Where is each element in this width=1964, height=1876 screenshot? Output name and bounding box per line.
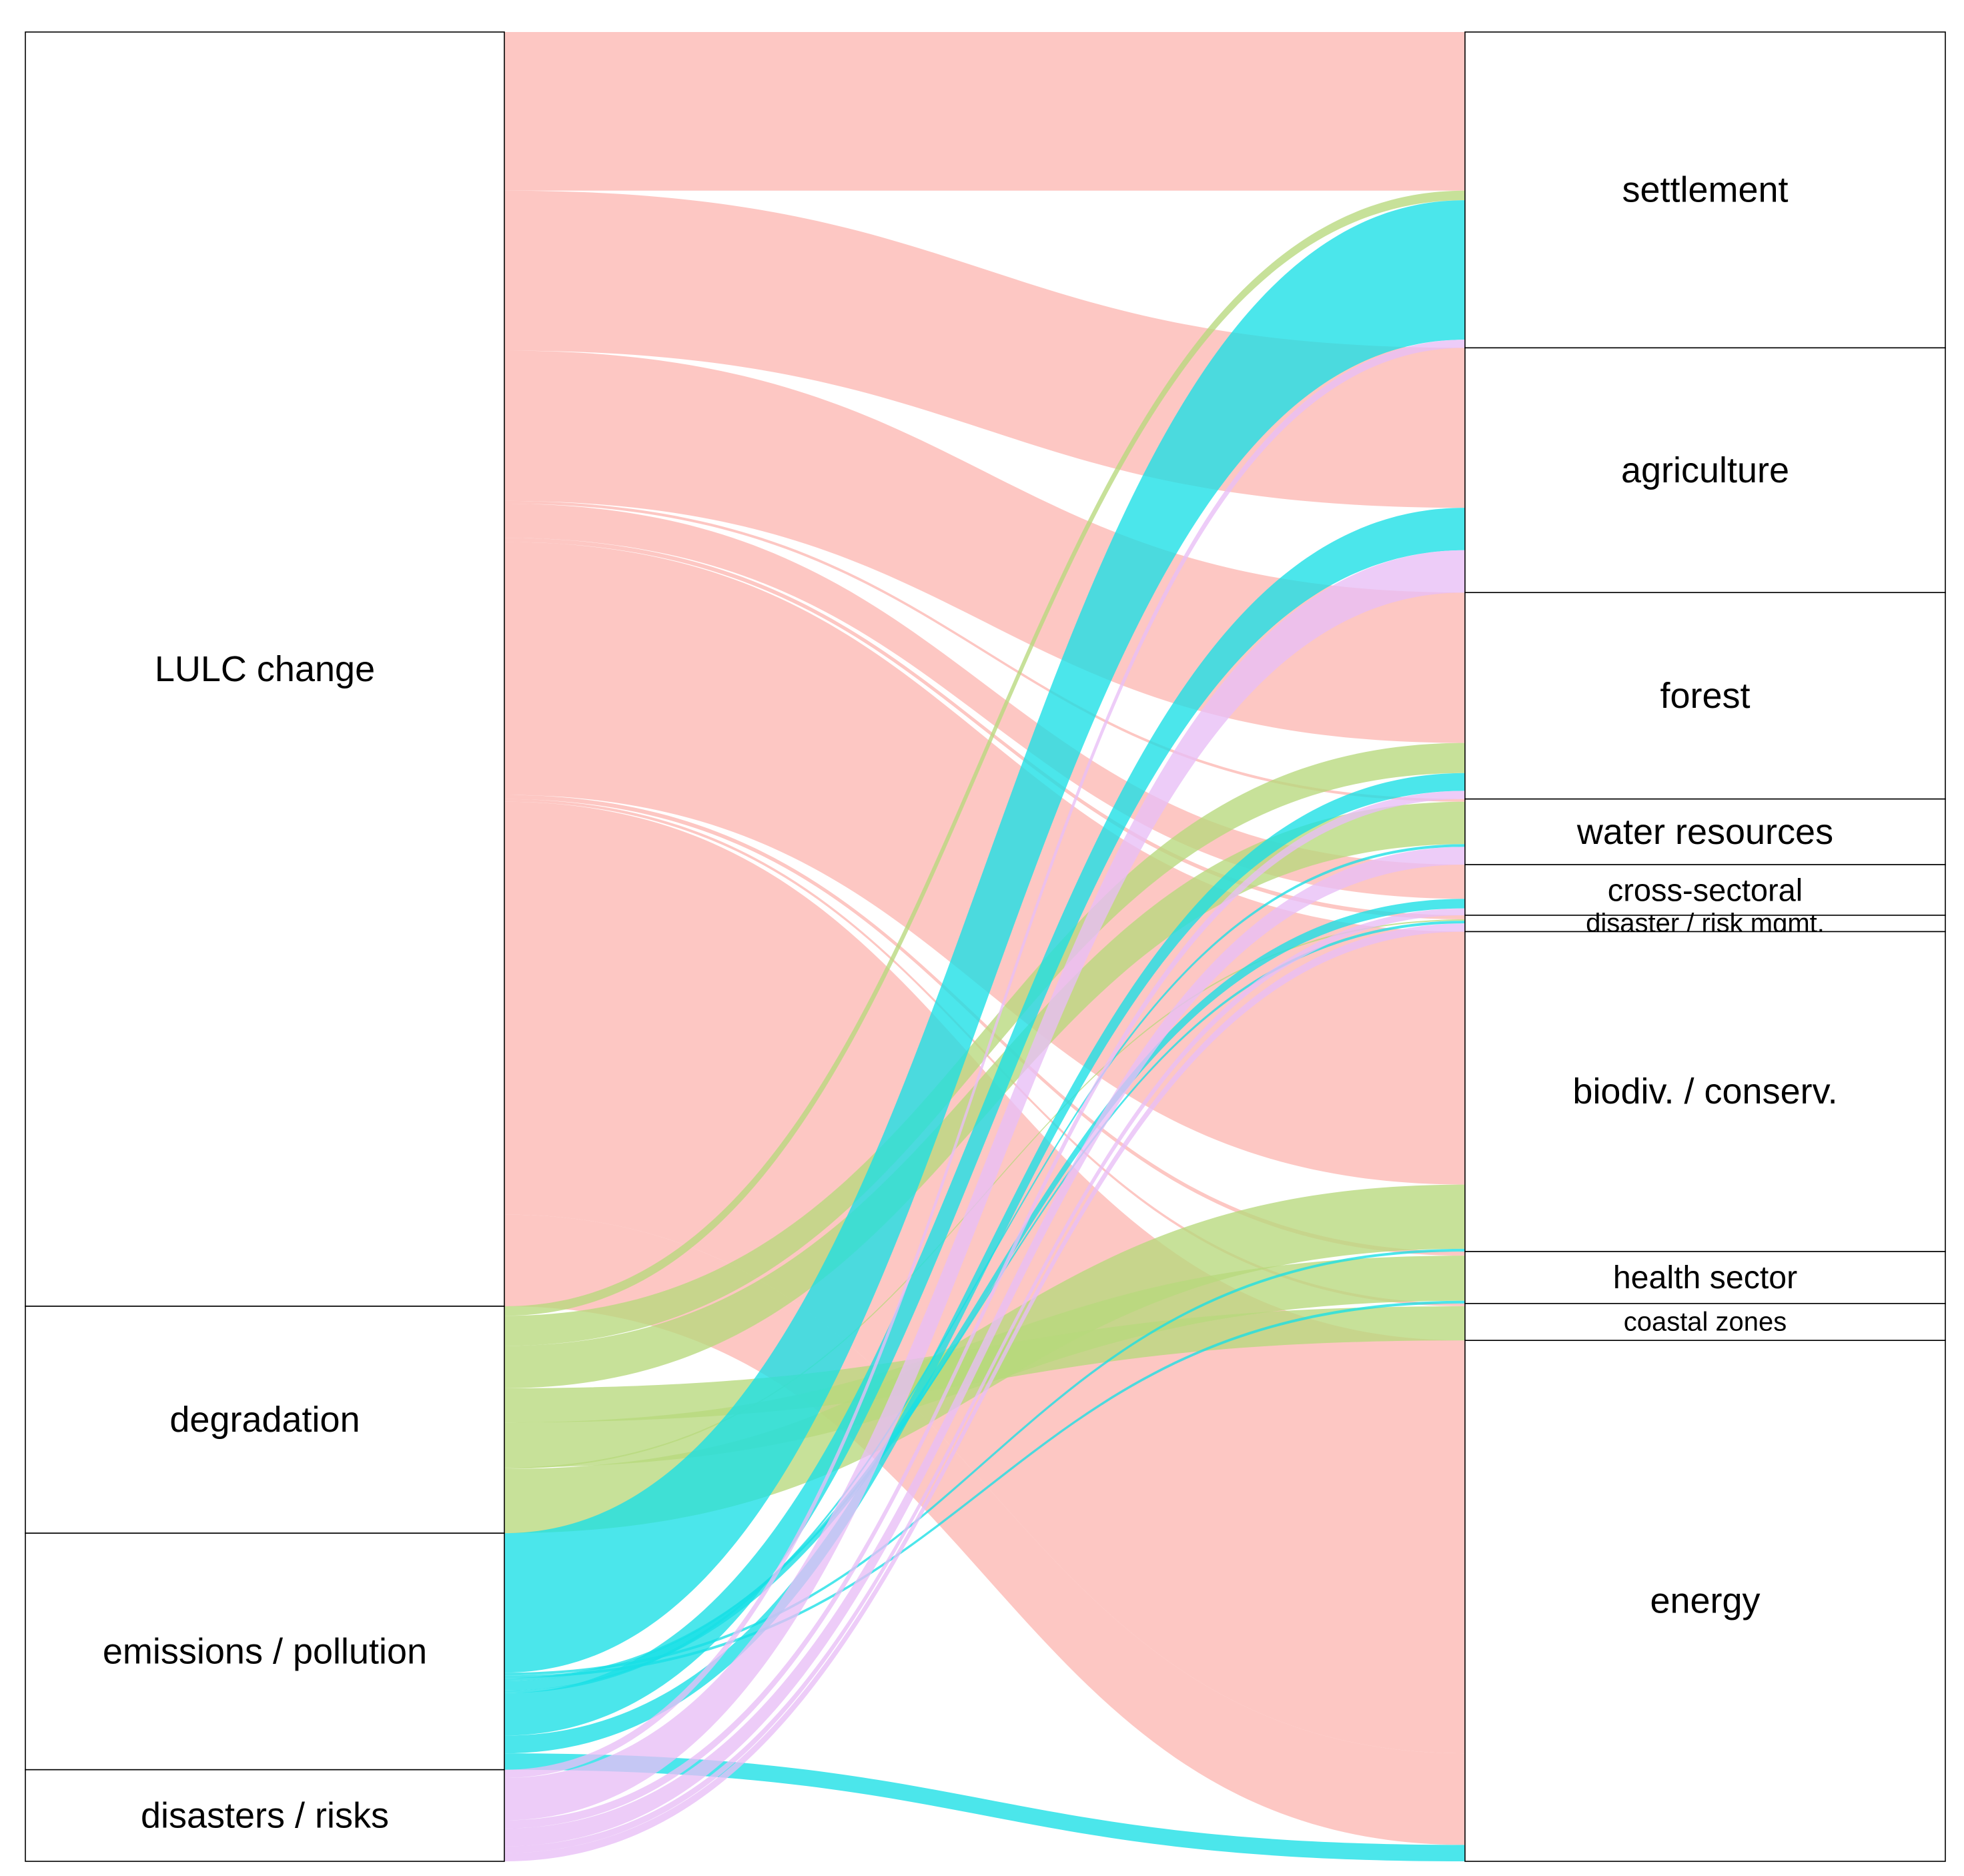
flow-emissions-pollution-to-biodiv-conserv <box>504 1248 1465 1676</box>
target-node-settlement <box>1464 31 1946 349</box>
flow-lulc-change-to-settlement <box>504 32 1465 191</box>
source-label-emissions-pollution: emissions / pollution <box>103 1631 427 1671</box>
target-node-energy <box>1464 1340 1946 1862</box>
target-label-energy: energy <box>1650 1581 1760 1621</box>
flow-disasters-risks-to-agriculture <box>504 550 1465 1821</box>
source-label-degradation: degradation <box>169 1400 360 1440</box>
target-label-forest: forest <box>1660 676 1750 716</box>
flow-lulc-change-to-health-sector <box>504 795 1465 1256</box>
flow-lulc-change-to-disaster-risk-mgmt <box>504 538 1465 920</box>
target-label-health-sector: health sector <box>1613 1260 1797 1296</box>
source-node-emissions-pollution <box>25 1532 505 1771</box>
source-node-lulc-change <box>25 31 505 1307</box>
flow-degradation-to-water-resources <box>504 801 1465 1388</box>
target-node-water-resources <box>1464 798 1946 865</box>
flow-disasters-risks-to-disaster-risk-mgmt <box>504 923 1465 1861</box>
source-node-degradation <box>25 1306 505 1534</box>
flow-emissions-pollution-to-cross-sectoral <box>504 899 1465 1691</box>
target-node-agriculture <box>1464 347 1946 594</box>
source-label-disasters-risks: disasters / risks <box>141 1795 389 1835</box>
source-axis: LULC change degradation emissions / pollut… <box>25 31 505 1862</box>
target-node-cross-sectoral <box>1464 864 1946 916</box>
target-node-forest <box>1464 592 1946 800</box>
flow-degradation-to-settlement <box>504 190 1465 1316</box>
flows-layer <box>504 32 1465 1861</box>
flow-emissions-pollution-to-forest <box>504 773 1465 1754</box>
target-label-water-resources: water resources <box>1576 812 1833 852</box>
flow-disasters-risks-to-cross-sectoral <box>504 908 1465 1853</box>
flow-emissions-pollution-to-health-sector <box>504 1300 1465 1679</box>
target-label-coastal-zones: coastal zones <box>1624 1308 1787 1337</box>
flow-disasters-risks-to-settlement <box>504 340 1465 1778</box>
target-node-biodiv-conserv <box>1464 931 1946 1252</box>
target-label-biodiv-conserv: biodiv. / conserv. <box>1572 1071 1837 1111</box>
target-node-disaster-risk-mgmt <box>1464 915 1946 933</box>
flow-disasters-risks-to-forest <box>504 791 1465 1829</box>
target-label-cross-sectoral: cross-sectoral <box>1608 872 1803 907</box>
flow-emissions-pollution-to-settlement <box>504 200 1465 1673</box>
flow-degradation-to-forest <box>504 743 1465 1346</box>
flow-lulc-change-to-water-resources <box>504 500 1465 802</box>
source-label-lulc-change: LULC change <box>155 649 375 689</box>
flow-lulc-change-to-energy <box>504 801 1465 1754</box>
flow-emissions-pollution-to-disaster-risk-mgmt <box>504 921 1465 1681</box>
source-node-disasters-risks <box>25 1769 505 1862</box>
flow-emissions-pollution-to-energy <box>504 1753 1465 1861</box>
target-label-settlement: settlement <box>1622 170 1788 210</box>
flow-emissions-pollution-to-agriculture <box>504 508 1465 1736</box>
flow-lulc-change-to-energy <box>504 1214 1465 1845</box>
target-axis: settlement agriculture forest water resourc… <box>1464 31 1946 1862</box>
flow-disasters-risks-to-water-resources <box>504 847 1465 1847</box>
flow-lulc-change-to-cross-sectoral <box>504 504 1465 899</box>
target-label-agriculture: agriculture <box>1621 450 1789 490</box>
